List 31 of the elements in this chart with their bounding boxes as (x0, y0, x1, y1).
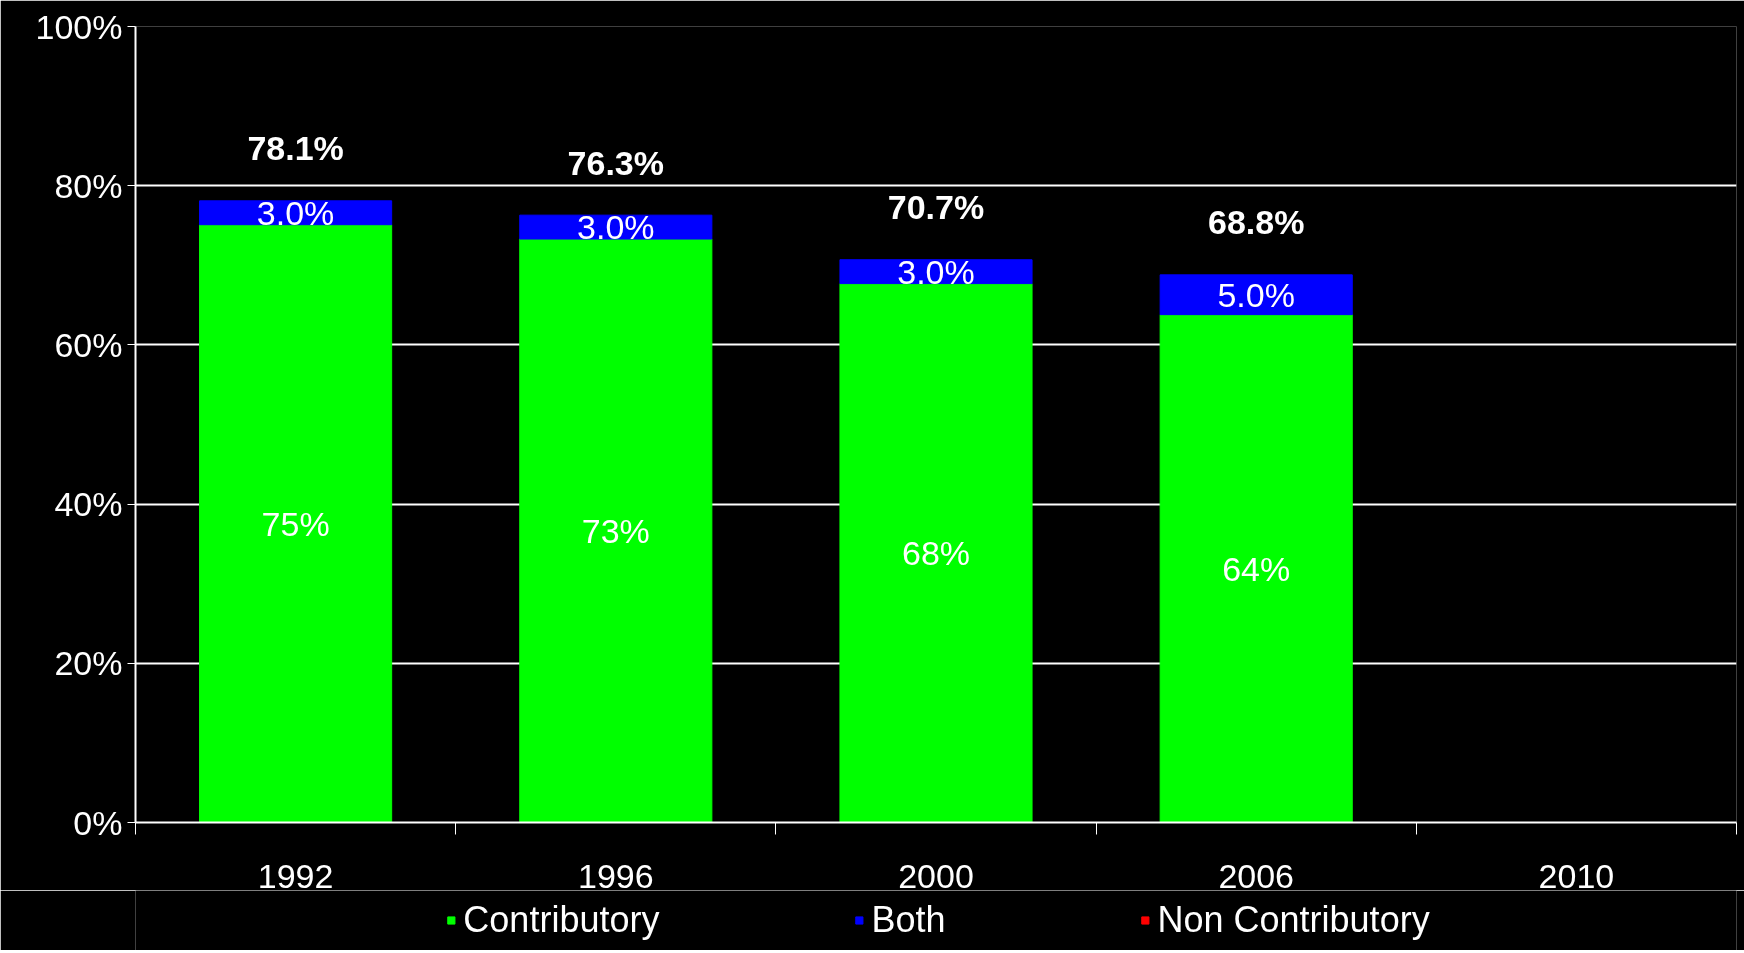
y-tick-label: 20% (54, 644, 123, 683)
legend-label: Contributory (463, 899, 660, 941)
data-label: 3.0% (577, 208, 655, 247)
y-tick-label: 40% (54, 485, 123, 524)
data-label: 3.0% (897, 252, 975, 291)
total-label: 70.7% (887, 188, 985, 227)
bar (519, 238, 713, 823)
total-label: 68.8% (1208, 203, 1305, 242)
y-tick-label: 60% (54, 325, 123, 364)
x-tick-label: 2000 (898, 856, 974, 895)
bar (1159, 314, 1353, 823)
x-tick-label: 2010 (1538, 856, 1615, 895)
data-label: 3.0% (256, 193, 335, 232)
y-tick-label: 0% (73, 803, 123, 842)
data-label: 75% (261, 504, 330, 543)
total-label: 78.1% (247, 129, 344, 168)
bar (839, 283, 1033, 823)
y-tick-label: 80% (54, 166, 123, 205)
data-label: 68% (901, 534, 971, 573)
bar (199, 224, 393, 823)
legend-label: Non Contributory (1157, 899, 1430, 941)
data-label: 73% (581, 511, 650, 550)
x-tick-label: 1996 (577, 856, 654, 895)
data-label: 5.0% (1217, 275, 1295, 314)
legend-label: Both (871, 899, 946, 941)
data-label: 64% (1222, 549, 1291, 588)
y-tick-label: 100% (35, 7, 123, 46)
bar (1159, 274, 1353, 316)
total-label: 76.3% (567, 143, 664, 182)
x-tick-label: 2006 (1218, 856, 1295, 895)
x-tick-label: 1992 (257, 856, 334, 895)
